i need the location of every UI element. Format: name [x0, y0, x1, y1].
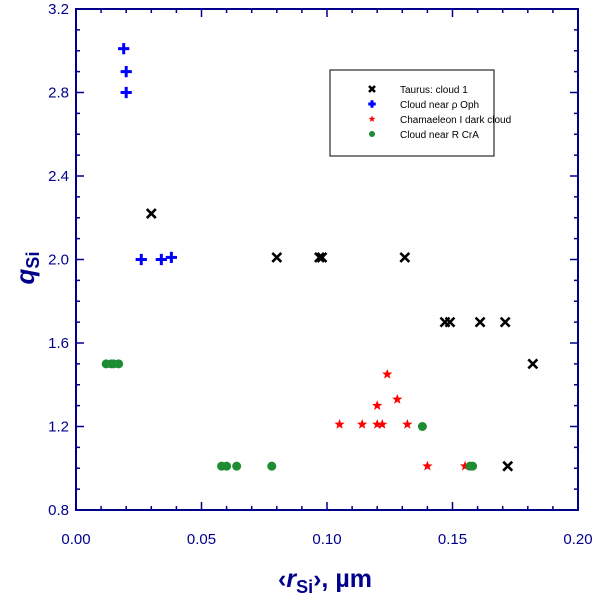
- y-tick-label: 1.6: [48, 335, 69, 352]
- data-point: [118, 43, 130, 55]
- data-point: [474, 316, 486, 328]
- data-point: [114, 359, 124, 369]
- x-axis-title: ‹rSi›, µm: [278, 565, 372, 597]
- data-point: [382, 368, 393, 379]
- data-point: [417, 422, 427, 431]
- data-point: [372, 400, 383, 410]
- data-point: [145, 208, 157, 219]
- data-point: [499, 316, 511, 328]
- x-tick-label: 0.15: [438, 531, 467, 548]
- legend-marker: [369, 131, 375, 137]
- data-point: [527, 358, 539, 370]
- data-point: [267, 461, 277, 471]
- y-tick-label: 2.4: [48, 168, 69, 185]
- data-point: [459, 460, 471, 471]
- y-tick-label: 2.8: [48, 85, 69, 102]
- data-point: [372, 419, 383, 429]
- legend-marker: [368, 85, 376, 93]
- legend-label: Taurus: cloud 1: [400, 85, 468, 96]
- data-point: [399, 251, 411, 263]
- data-point: [357, 419, 368, 429]
- y-tick-label: 1.2: [48, 419, 69, 436]
- data-point: [402, 419, 413, 429]
- data-point: [165, 251, 178, 264]
- y-tick-label: 3.2: [48, 1, 69, 18]
- data-points: [101, 43, 539, 472]
- x-tick-label: 0.10: [312, 531, 341, 548]
- x-tick-label: 0.20: [563, 531, 592, 548]
- data-point: [314, 251, 325, 263]
- data-point: [271, 251, 283, 263]
- data-point: [232, 461, 242, 471]
- data-point: [120, 86, 132, 99]
- plot-frame: [75, 8, 579, 511]
- data-point: [222, 461, 232, 471]
- data-point: [422, 460, 433, 471]
- y-tick-label: 0.8: [48, 502, 69, 519]
- data-point: [377, 419, 388, 429]
- legend-label: Cloud near ρ Oph: [400, 100, 479, 111]
- data-point: [135, 253, 147, 266]
- data-point: [392, 393, 403, 404]
- axes: 0.00 0.05 0.10 0.15 0.20 0.8 1.2 1.6 2.0 2.4 2.8 3.…: [48, 1, 592, 548]
- data-point: [468, 461, 478, 471]
- data-point: [155, 253, 167, 266]
- x-tick-label: 0.00: [61, 531, 90, 548]
- data-point: [444, 316, 456, 328]
- legend-marker: [368, 100, 376, 108]
- legend-marker: [368, 115, 376, 122]
- data-point: [316, 251, 328, 263]
- legend: Taurus: cloud 1 Cloud near ρ Oph Chamaeleo…: [329, 69, 511, 157]
- legend-label: Cloud near R CrA: [400, 130, 479, 141]
- y-axis-title: qSi: [10, 252, 43, 285]
- legend-label: Chamaeleon I dark cloud: [400, 115, 511, 126]
- y-tick-label: 2.0: [48, 252, 69, 269]
- data-point: [120, 66, 132, 78]
- x-tick-label: 0.05: [187, 531, 216, 548]
- data-point: [334, 419, 345, 429]
- data-point: [502, 460, 514, 472]
- legend-box: [329, 69, 495, 157]
